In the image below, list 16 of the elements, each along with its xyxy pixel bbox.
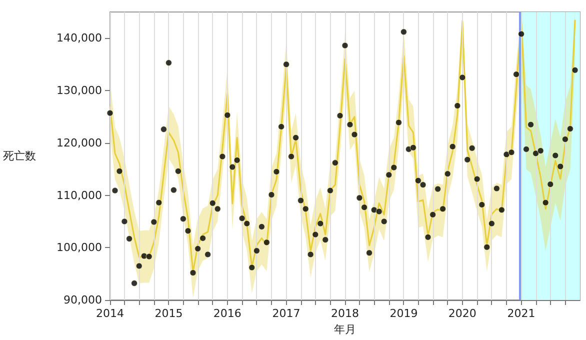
x-axis-title: 年月 — [334, 323, 356, 336]
x-tick-label: 2020 — [448, 307, 476, 320]
y-tick-label: 140,000 — [56, 32, 102, 45]
y-tick-label: 130,000 — [56, 84, 102, 98]
x-tick-label: 2019 — [390, 307, 418, 320]
y-axis-title: 死亡数 — [3, 150, 36, 162]
y-tick-label: 110,000 — [56, 188, 102, 202]
y-tick-label: 120,000 — [56, 136, 102, 150]
y-tick-label: 100,000 — [56, 241, 102, 254]
x-tick-label: 2018 — [331, 307, 359, 320]
y-tick-label: 90,000 — [64, 294, 102, 306]
x-tick-label: 2015 — [154, 307, 183, 320]
x-tick-label: 2016 — [213, 307, 242, 320]
x-tick-label: 2017 — [272, 307, 300, 320]
x-tick-label: 2021 — [507, 307, 536, 320]
x-tick-label: 2014 — [96, 307, 124, 320]
